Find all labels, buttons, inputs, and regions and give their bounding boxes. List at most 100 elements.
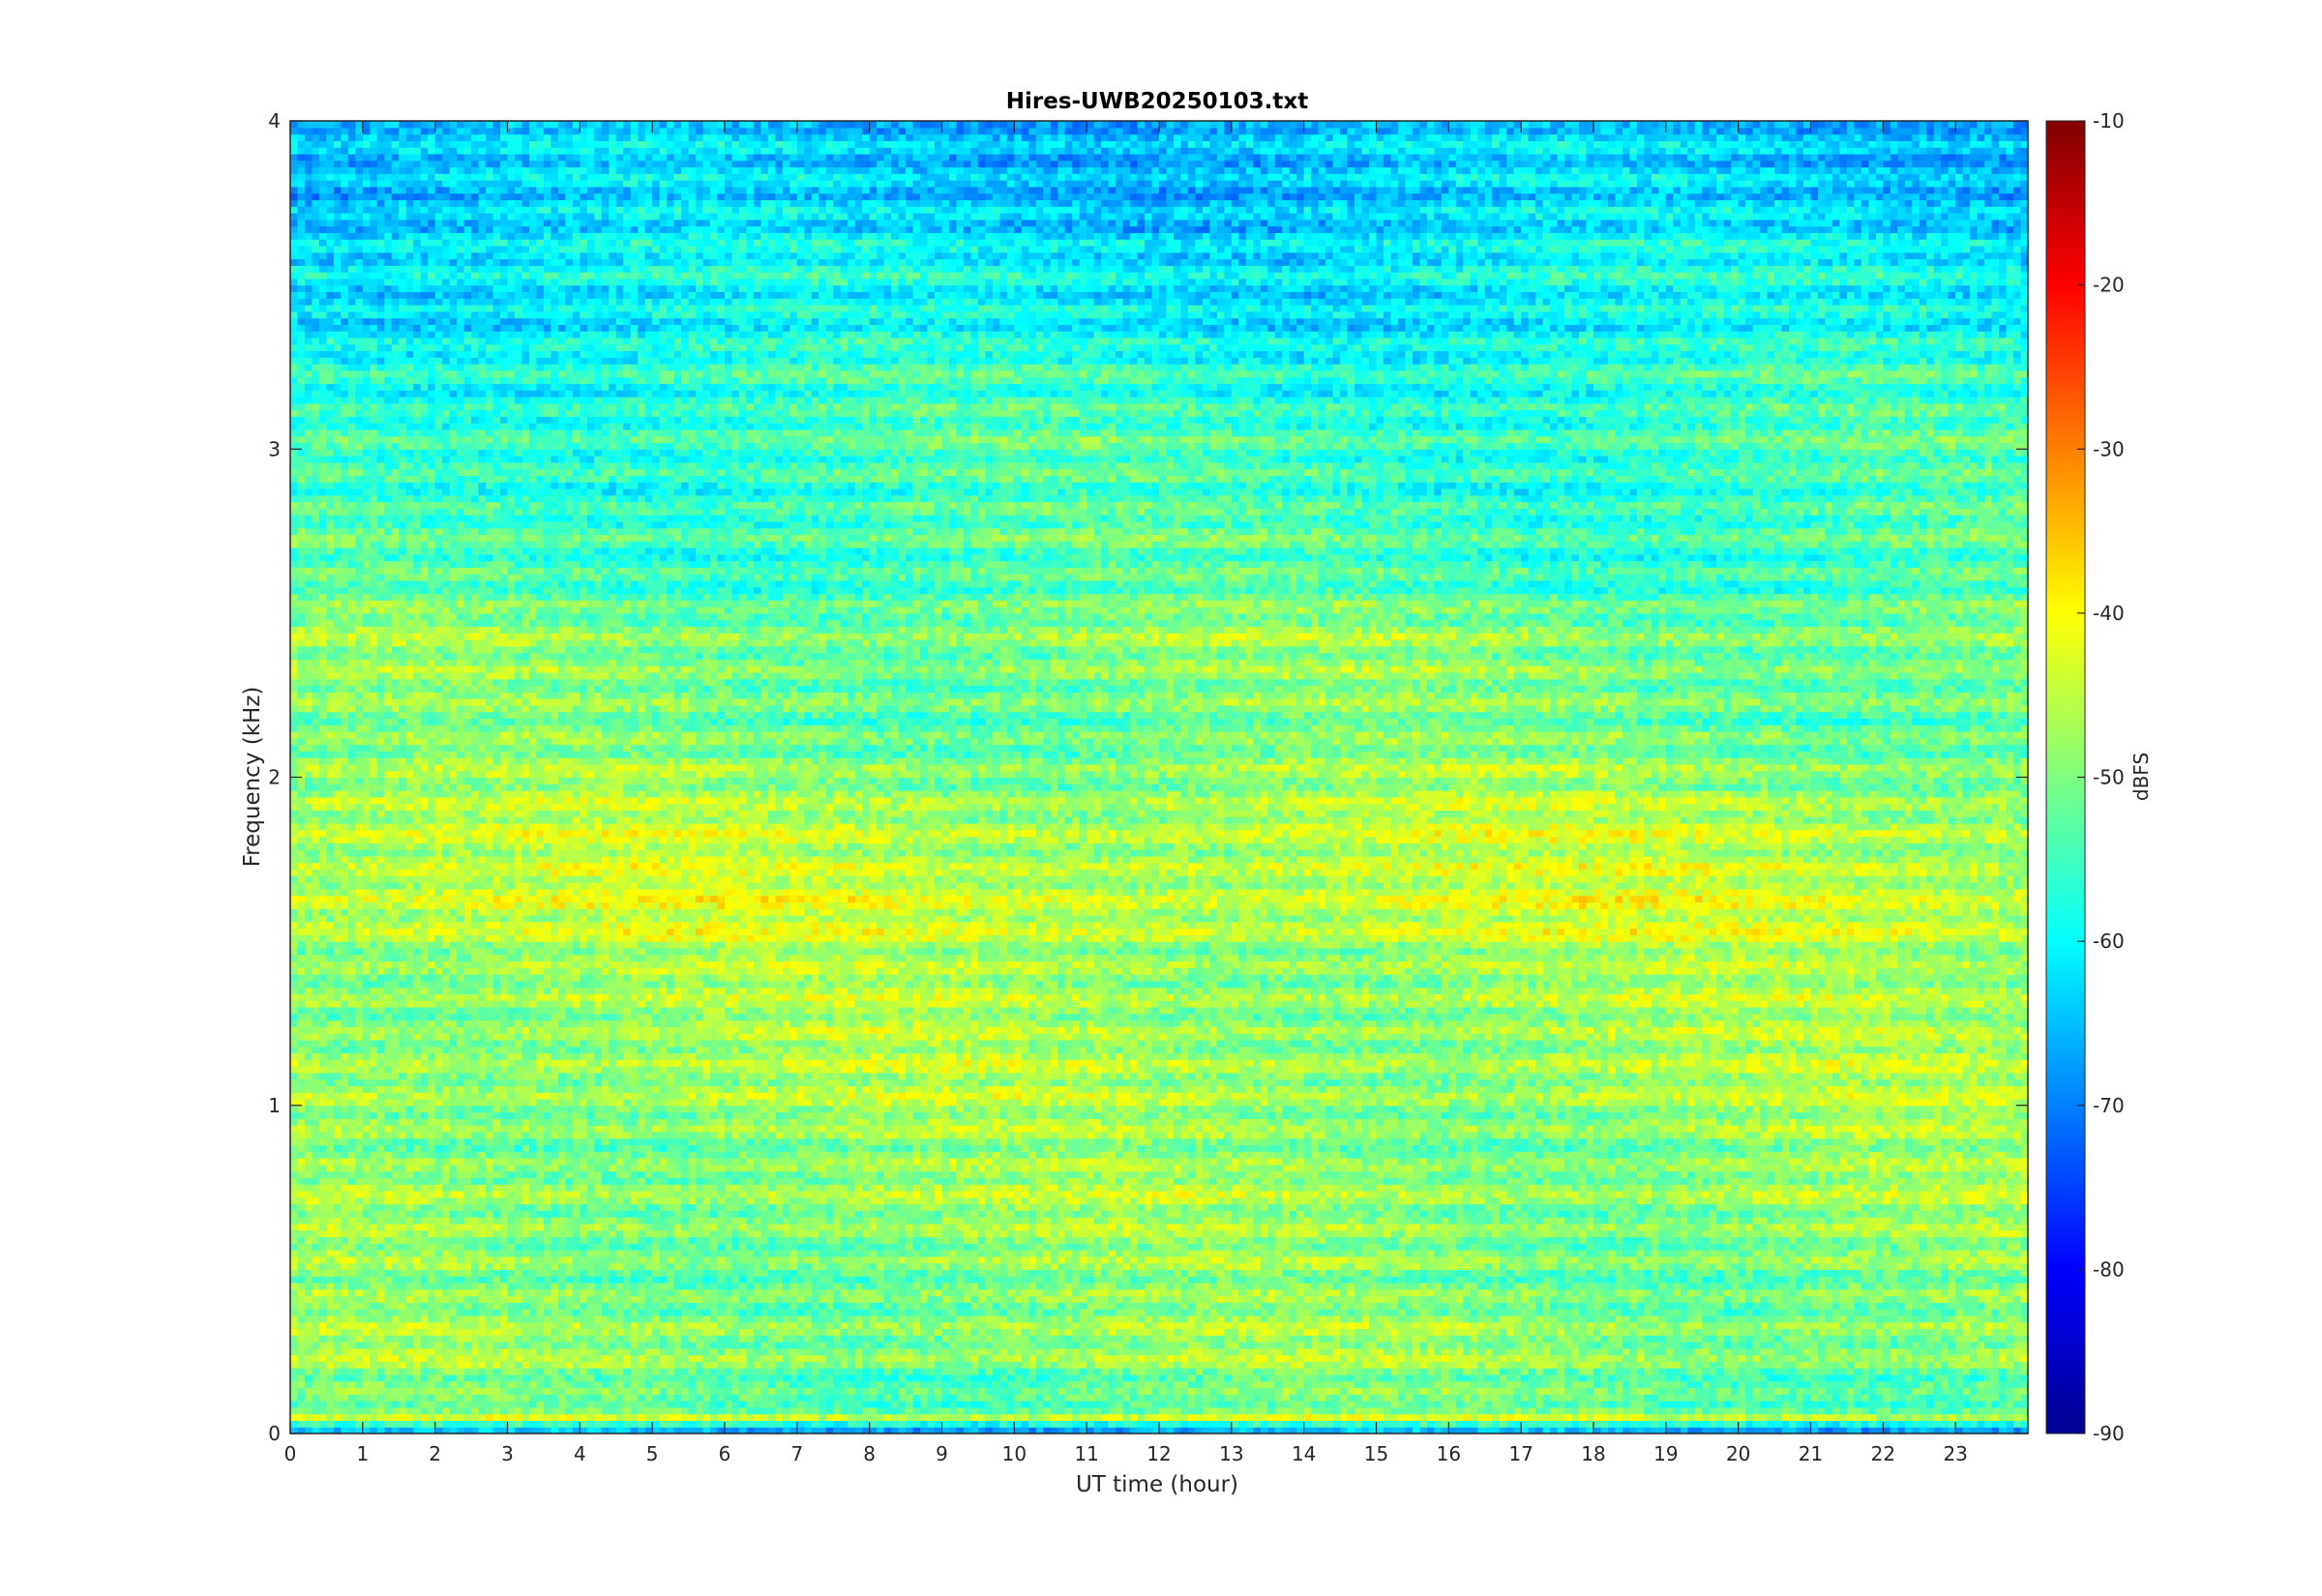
heatmap-cell <box>731 1355 739 1362</box>
heatmap-cell <box>993 1348 1000 1355</box>
heatmap-cell <box>297 1420 305 1427</box>
heatmap-cell <box>565 1388 573 1395</box>
heatmap-cell <box>1529 1381 1536 1388</box>
heatmap-cell <box>1159 1348 1167 1355</box>
heatmap-cell <box>1731 1374 1739 1381</box>
heatmap-cell <box>1760 1381 1768 1388</box>
heatmap-cell <box>1130 1355 1138 1362</box>
heatmap-cell <box>913 1368 921 1374</box>
heatmap-cell <box>1369 1368 1377 1374</box>
heatmap-cell <box>1514 1361 1522 1368</box>
heatmap-cell <box>1028 1420 1036 1427</box>
heatmap-cell <box>1774 1401 1782 1407</box>
heatmap-cell <box>305 1407 313 1414</box>
heatmap-cell <box>1195 1394 1203 1401</box>
heatmap-cell <box>1463 1381 1471 1388</box>
heatmap-cell <box>812 1394 819 1401</box>
heatmap-cell <box>1934 1374 1942 1381</box>
heatmap-cell <box>594 1348 602 1355</box>
heatmap-cell <box>1797 1355 1804 1362</box>
heatmap-cell <box>1180 1355 1188 1362</box>
heatmap-cell <box>710 1414 718 1421</box>
heatmap-cell <box>1087 1394 1094 1401</box>
heatmap-cell <box>696 1388 703 1395</box>
heatmap-cell <box>870 1348 878 1355</box>
heatmap-cell <box>1362 1401 1370 1407</box>
heatmap-cell <box>1593 1381 1601 1388</box>
heatmap-cell <box>1180 1368 1188 1374</box>
heatmap-cell <box>1666 1374 1674 1381</box>
heatmap-cell <box>1296 1348 1304 1355</box>
heatmap-cell <box>1442 1361 1449 1368</box>
heatmap-cell <box>1593 1414 1601 1421</box>
heatmap-cell <box>789 1361 797 1368</box>
heatmap-cell <box>826 1361 834 1368</box>
heatmap-cell <box>1724 1368 1732 1374</box>
heatmap-cell <box>1007 1361 1015 1368</box>
heatmap-cell <box>1811 1361 1819 1368</box>
heatmap-cell <box>1130 1361 1138 1368</box>
heatmap-cell <box>1825 1361 1832 1368</box>
heatmap-cell <box>1456 1401 1464 1407</box>
heatmap-cell <box>928 1361 936 1368</box>
heatmap-cell <box>841 1361 848 1368</box>
heatmap-cell <box>1065 1388 1073 1395</box>
heatmap-cell <box>1868 1368 1876 1374</box>
heatmap-cell <box>602 1394 610 1401</box>
heatmap-cell <box>1036 1401 1044 1407</box>
heatmap-cell <box>1999 1388 2007 1395</box>
heatmap-cell <box>1159 1355 1167 1362</box>
heatmap-cell <box>1963 1368 1971 1374</box>
heatmap-cell <box>1506 1348 1514 1355</box>
heatmap-cell <box>696 1394 703 1401</box>
heatmap-cell <box>703 1388 711 1395</box>
heatmap-cell <box>942 1361 950 1368</box>
heatmap-cell <box>305 1401 313 1407</box>
heatmap-cell <box>1564 1381 1572 1388</box>
heatmap-cell <box>667 1388 674 1395</box>
heatmap-cell <box>544 1374 551 1381</box>
heatmap-cell <box>746 1348 754 1355</box>
heatmap-cell <box>1325 1348 1333 1355</box>
heatmap-cell <box>1702 1368 1710 1374</box>
heatmap-cell <box>1333 1381 1341 1388</box>
heatmap-cell <box>645 1348 653 1355</box>
heatmap-cell <box>580 1381 587 1388</box>
heatmap-cell <box>1390 1381 1398 1388</box>
heatmap-cell <box>1362 1368 1370 1374</box>
heatmap-cell <box>1818 1355 1826 1362</box>
heatmap-cell <box>1224 1381 1232 1388</box>
heatmap-cell <box>1094 1368 1102 1374</box>
heatmap-cell <box>731 1394 739 1401</box>
heatmap-cell <box>334 1401 342 1407</box>
heatmap-cell <box>1564 1394 1572 1401</box>
heatmap-cell <box>1768 1420 1775 1427</box>
heatmap-cell <box>797 1394 805 1401</box>
heatmap-cell <box>826 1348 834 1355</box>
heatmap-cell <box>341 1414 348 1421</box>
heatmap-cell <box>1768 1374 1775 1381</box>
heatmap-cell <box>1209 1381 1217 1388</box>
heatmap-cell <box>1710 1401 1717 1407</box>
heatmap-cell <box>1658 1381 1666 1388</box>
heatmap-cell <box>1587 1407 1594 1414</box>
heatmap-cell <box>297 1348 305 1355</box>
heatmap-cell <box>993 1420 1000 1427</box>
heatmap-cell <box>1080 1420 1087 1427</box>
heatmap-cell <box>1087 1388 1094 1395</box>
heatmap-cell <box>1716 1420 1724 1427</box>
heatmap-cell <box>1608 1401 1616 1407</box>
heatmap-cell <box>1348 1368 1355 1374</box>
heatmap-cell <box>471 1361 479 1368</box>
heatmap-cell <box>1427 1368 1435 1374</box>
heatmap-cell <box>1984 1355 1992 1362</box>
heatmap-cell <box>392 1348 400 1355</box>
heatmap-cell <box>616 1381 624 1388</box>
heatmap-cell <box>1296 1414 1304 1421</box>
heatmap-cell <box>348 1401 356 1407</box>
heatmap-cell <box>1500 1394 1507 1401</box>
heatmap-cell <box>1861 1361 1869 1368</box>
heatmap-cell <box>305 1381 313 1388</box>
heatmap-cell <box>1362 1374 1370 1381</box>
heatmap-cell <box>775 1401 783 1407</box>
